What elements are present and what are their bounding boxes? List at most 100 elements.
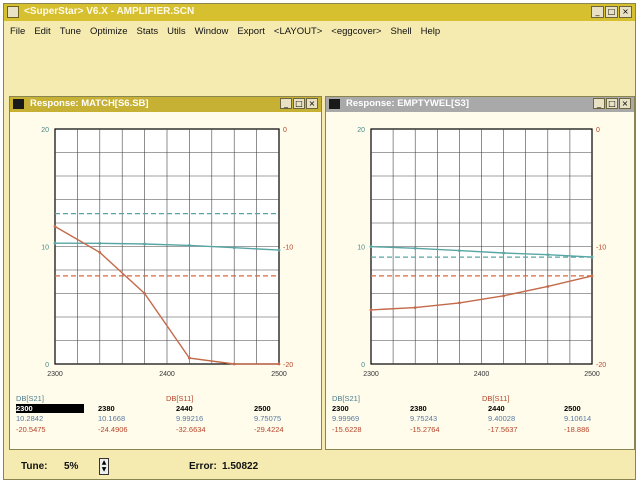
data-point xyxy=(98,241,102,245)
app-system-icon[interactable] xyxy=(7,6,19,18)
right-tick-label: -10 xyxy=(596,245,606,252)
data-point xyxy=(277,362,281,366)
data-point xyxy=(232,362,236,366)
panel-title: Response: MATCH[S6.SB] xyxy=(30,98,149,109)
menu-eggcover[interactable]: <eggcover> xyxy=(331,26,382,37)
panel-title-bar[interactable]: Response: EMPTYWEL[S3] _ □ × xyxy=(326,97,634,112)
data-point xyxy=(546,253,550,257)
data-point xyxy=(98,250,102,254)
left-tick-label: 20 xyxy=(357,127,365,134)
menu-tune[interactable]: Tune xyxy=(59,26,81,37)
readout-freq: 2500 xyxy=(564,404,581,413)
left-tick-label: 0 xyxy=(45,362,49,369)
readout-header-s21: DB[S21] xyxy=(16,394,44,403)
panel-window-controls: _ □ × xyxy=(280,98,318,109)
app-title-bar[interactable]: <SuperStar> V6.X - AMPLIFIER.SCN _ □ × xyxy=(4,4,635,21)
data-point xyxy=(502,294,505,298)
panel-close-button[interactable]: × xyxy=(306,98,318,109)
readout-s11-value: -17.5637 xyxy=(488,425,518,434)
menu-layout[interactable]: <LAYOUT> xyxy=(273,26,323,37)
data-point xyxy=(143,292,147,295)
data-point xyxy=(369,245,373,249)
x-tick-label: 2500 xyxy=(584,371,600,378)
panel-icon xyxy=(329,99,340,109)
menu-bar: File Edit Tune Optimize Stats Utils Wind… xyxy=(10,26,440,40)
panel-maximize-button[interactable]: □ xyxy=(293,98,305,109)
readout-freq: 2380 xyxy=(410,404,427,413)
readout-s11-value: -20.5475 xyxy=(16,425,46,434)
readout-s21-value: 10.2842 xyxy=(16,414,44,423)
right-tick-label: -20 xyxy=(596,362,606,369)
readout-freq: 2380 xyxy=(98,404,115,413)
series-line xyxy=(370,245,593,258)
right-tick-label: -10 xyxy=(283,245,293,252)
panel-icon xyxy=(13,99,24,109)
readout-s21-value: 9.75075 xyxy=(254,414,282,423)
data-point xyxy=(458,301,461,305)
response-window-match[interactable]: Response: MATCH[S6.SB] _ □ × 20 10 0 0 -10 -2… xyxy=(9,96,322,450)
readout-header-s21: DB[S21] xyxy=(332,394,360,403)
menu-window[interactable]: Window xyxy=(194,26,229,37)
menu-export[interactable]: Export xyxy=(237,26,265,37)
panel-maximize-button[interactable]: □ xyxy=(606,98,618,109)
data-point xyxy=(53,241,57,245)
app-window: <SuperStar> V6.X - AMPLIFIER.SCN _ □ × F… xyxy=(3,3,636,480)
x-tick-label: 2400 xyxy=(159,371,175,378)
readout-s11-value: -18.886 xyxy=(564,425,590,434)
readout-s11-value: -29.4224 xyxy=(254,425,284,434)
maximize-button[interactable]: □ xyxy=(605,6,618,18)
right-tick-label: -20 xyxy=(283,362,293,369)
panel-minimize-button[interactable]: _ xyxy=(280,98,292,109)
menu-help[interactable]: Help xyxy=(420,26,441,37)
x-tick-label: 2300 xyxy=(363,371,379,378)
data-point xyxy=(277,248,281,252)
series-line xyxy=(54,225,279,365)
response-chart[interactable]: 20 10 0 0 -10 -20 2300 2400 2500 xyxy=(10,112,321,394)
readout-s21-value: 9.99216 xyxy=(176,414,204,423)
data-point xyxy=(546,285,550,288)
data-point xyxy=(188,356,191,360)
data-point xyxy=(458,249,461,253)
left-tick-label: 10 xyxy=(357,245,365,252)
response-window-emptywel[interactable]: Response: EMPTYWEL[S3] _ □ × 20 10 0 0 -10 -2… xyxy=(325,96,635,450)
panel-title-bar[interactable]: Response: MATCH[S6.SB] _ □ × xyxy=(10,97,321,112)
readout-s21-value: 9.40028 xyxy=(488,414,516,423)
tune-stepper[interactable]: ▲ ▼ xyxy=(99,458,109,475)
panel-title: Response: EMPTYWEL[S3] xyxy=(346,98,469,109)
toolbar-area xyxy=(4,44,635,92)
panel-window-controls: _ □ × xyxy=(593,98,631,109)
tune-value: 5% xyxy=(64,461,79,472)
readout-s21-value: 9.75243 xyxy=(410,414,438,423)
panel-minimize-button[interactable]: _ xyxy=(593,98,605,109)
app-window-controls: _ □ × xyxy=(591,6,632,18)
data-point xyxy=(502,251,505,255)
menu-utils[interactable]: Utils xyxy=(167,26,186,37)
status-bar: Tune: 5% ▲ ▼ Error: 1.50822 xyxy=(4,452,635,479)
readout-s21-value: 10.1668 xyxy=(98,414,126,423)
left-tick-label: 0 xyxy=(361,362,365,369)
data-point xyxy=(413,306,417,309)
menu-shell[interactable]: Shell xyxy=(390,26,412,37)
data-point xyxy=(53,225,57,228)
minimize-button[interactable]: _ xyxy=(591,6,604,18)
x-tick-label: 2300 xyxy=(47,371,63,378)
readout-header-s11: DB[S11] xyxy=(166,394,194,403)
menu-edit[interactable]: Edit xyxy=(34,26,51,37)
readout-freq-selected[interactable]: 2300 xyxy=(16,404,84,413)
right-tick-label: 0 xyxy=(596,127,600,134)
series-line xyxy=(370,275,593,311)
readout-freq: 2300 xyxy=(332,404,349,413)
x-tick-label: 2400 xyxy=(474,371,490,378)
left-tick-label: 10 xyxy=(41,245,49,252)
menu-stats[interactable]: Stats xyxy=(136,26,159,37)
panel-close-button[interactable]: × xyxy=(619,98,631,109)
readout-header-s11: DB[S11] xyxy=(482,394,510,403)
menu-file[interactable]: File xyxy=(10,26,26,37)
data-point xyxy=(232,246,236,250)
readout-s11-value: -24.4906 xyxy=(98,425,128,434)
readout-freq: 2440 xyxy=(488,404,505,413)
data-point xyxy=(413,246,417,250)
close-button[interactable]: × xyxy=(619,6,632,18)
menu-optimize[interactable]: Optimize xyxy=(90,26,128,37)
response-chart[interactable]: 20 10 0 0 -10 -20 2300 2400 2500 xyxy=(326,112,634,394)
